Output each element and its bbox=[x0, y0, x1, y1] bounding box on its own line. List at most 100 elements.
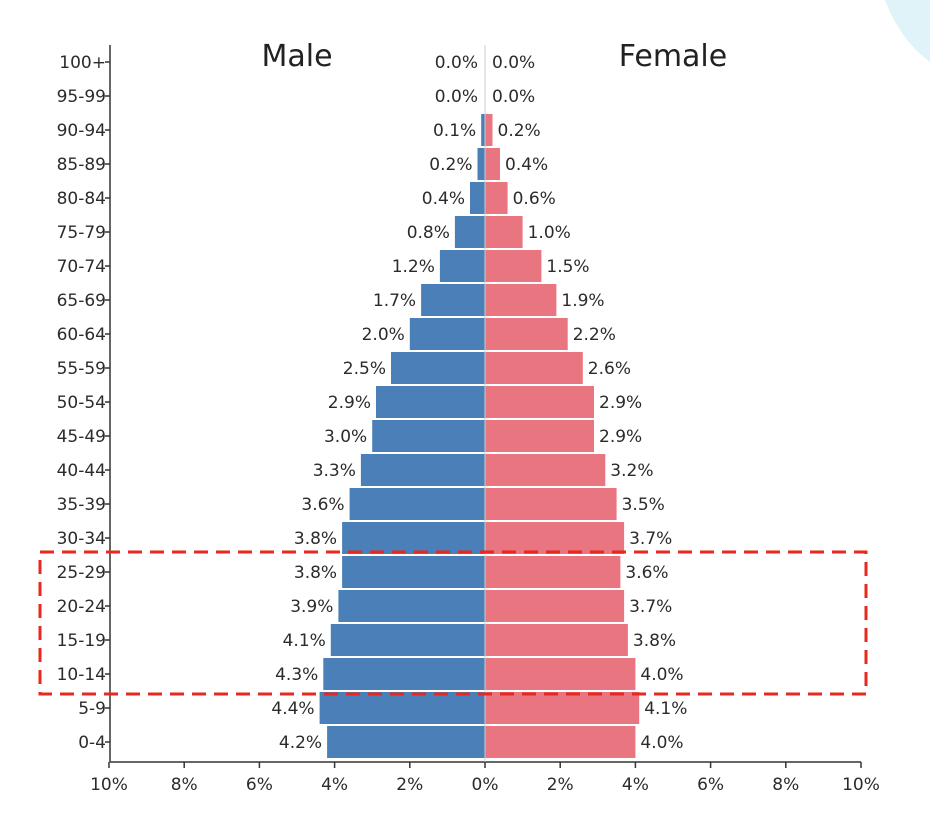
female-bar-35-39 bbox=[485, 488, 617, 520]
bars-group bbox=[319, 114, 640, 758]
male-bar-15-19 bbox=[330, 624, 485, 656]
male-value-label: 0.8% bbox=[407, 223, 450, 243]
y-tick-label: 70-74 bbox=[57, 257, 106, 277]
y-tick-label: 55-59 bbox=[57, 359, 106, 379]
male-bar-40-44 bbox=[360, 454, 485, 486]
female-value-label: 4.0% bbox=[640, 665, 683, 685]
x-tick-label: 0% bbox=[472, 775, 499, 795]
male-bar-85-89 bbox=[477, 148, 485, 180]
male-value-label: 0.4% bbox=[422, 189, 465, 209]
male-title: Male bbox=[261, 39, 332, 74]
male-bar-25-29 bbox=[342, 556, 485, 588]
y-tick-label: 5-9 bbox=[78, 699, 106, 719]
female-bar-20-24 bbox=[485, 590, 625, 622]
y-tick-label: 60-64 bbox=[57, 325, 106, 345]
male-value-label: 4.2% bbox=[279, 733, 322, 753]
female-value-label: 4.1% bbox=[644, 699, 687, 719]
male-value-label: 1.2% bbox=[392, 257, 435, 277]
x-tick-label: 2% bbox=[547, 775, 574, 795]
male-bar-10-14 bbox=[323, 658, 485, 690]
male-bar-90-94 bbox=[481, 114, 485, 146]
female-bar-60-64 bbox=[485, 318, 568, 350]
male-value-label: 3.3% bbox=[313, 461, 356, 481]
x-tick-label: 4% bbox=[321, 775, 348, 795]
male-value-label: 4.4% bbox=[271, 699, 314, 719]
male-bar-5-9 bbox=[319, 692, 485, 724]
x-tick-label: 2% bbox=[396, 775, 423, 795]
y-tick-label: 85-89 bbox=[57, 155, 106, 175]
male-value-label: 0.0% bbox=[435, 87, 478, 107]
x-tick-label: 10% bbox=[842, 775, 880, 795]
male-bar-0-4 bbox=[327, 726, 485, 758]
male-value-label: 3.0% bbox=[324, 427, 367, 447]
female-bar-45-49 bbox=[485, 420, 594, 452]
female-value-label: 1.5% bbox=[546, 257, 589, 277]
y-tick-label: 75-79 bbox=[57, 223, 106, 243]
male-bar-60-64 bbox=[409, 318, 485, 350]
male-bar-75-79 bbox=[454, 216, 485, 248]
female-value-label: 0.0% bbox=[492, 87, 535, 107]
female-value-label: 2.6% bbox=[588, 359, 631, 379]
y-tick-label: 40-44 bbox=[57, 461, 106, 481]
y-tick-label: 95-99 bbox=[57, 87, 106, 107]
axes-group bbox=[105, 45, 862, 768]
female-value-label: 3.6% bbox=[625, 563, 668, 583]
x-tick-label: 10% bbox=[90, 775, 128, 795]
male-value-label: 1.7% bbox=[373, 291, 416, 311]
female-bar-25-29 bbox=[485, 556, 621, 588]
female-value-label: 3.7% bbox=[629, 597, 672, 617]
male-value-label: 0.0% bbox=[435, 53, 478, 73]
male-value-label: 0.1% bbox=[433, 121, 476, 141]
female-bar-10-14 bbox=[485, 658, 636, 690]
female-value-label: 3.8% bbox=[633, 631, 676, 651]
labels-group: 0.0% 0.0% 100+ 0.0% 0.0% 95-99 0.1% 0.2% 90-94 0.… bbox=[57, 53, 880, 795]
female-value-label: 3.5% bbox=[622, 495, 665, 515]
male-bar-20-24 bbox=[338, 590, 485, 622]
female-title: Female bbox=[619, 39, 727, 74]
female-bar-90-94 bbox=[485, 114, 493, 146]
female-bar-50-54 bbox=[485, 386, 594, 418]
female-value-label: 0.6% bbox=[513, 189, 556, 209]
y-tick-label: 45-49 bbox=[57, 427, 106, 447]
y-tick-label: 0-4 bbox=[78, 733, 106, 753]
female-bar-85-89 bbox=[485, 148, 500, 180]
female-bar-5-9 bbox=[485, 692, 640, 724]
female-value-label: 3.7% bbox=[629, 529, 672, 549]
male-bar-45-49 bbox=[372, 420, 485, 452]
corner-decoration bbox=[885, 0, 930, 62]
female-bar-65-69 bbox=[485, 284, 557, 316]
male-value-label: 4.3% bbox=[275, 665, 318, 685]
female-bar-80-84 bbox=[485, 182, 508, 214]
male-value-label: 4.1% bbox=[283, 631, 326, 651]
male-value-label: 3.9% bbox=[290, 597, 333, 617]
y-tick-label: 10-14 bbox=[57, 665, 106, 685]
y-tick-label: 100+ bbox=[59, 53, 106, 73]
x-tick-label: 8% bbox=[772, 775, 799, 795]
female-bar-70-74 bbox=[485, 250, 542, 282]
female-value-label: 1.9% bbox=[561, 291, 604, 311]
male-bar-50-54 bbox=[376, 386, 485, 418]
female-bar-75-79 bbox=[485, 216, 523, 248]
female-bar-0-4 bbox=[485, 726, 636, 758]
y-tick-label: 20-24 bbox=[57, 597, 106, 617]
female-bar-55-59 bbox=[485, 352, 583, 384]
y-tick-label: 35-39 bbox=[57, 495, 106, 515]
male-bar-65-69 bbox=[421, 284, 485, 316]
male-value-label: 3.8% bbox=[294, 529, 337, 549]
male-bar-80-84 bbox=[470, 182, 485, 214]
male-value-label: 2.5% bbox=[343, 359, 386, 379]
y-tick-label: 50-54 bbox=[57, 393, 106, 413]
female-value-label: 2.9% bbox=[599, 427, 642, 447]
female-value-label: 0.4% bbox=[505, 155, 548, 175]
male-value-label: 3.6% bbox=[301, 495, 344, 515]
x-tick-label: 8% bbox=[171, 775, 198, 795]
female-value-label: 1.0% bbox=[528, 223, 571, 243]
x-tick-label: 4% bbox=[622, 775, 649, 795]
x-tick-label: 6% bbox=[697, 775, 724, 795]
y-tick-label: 25-29 bbox=[57, 563, 106, 583]
male-bar-35-39 bbox=[349, 488, 485, 520]
female-value-label: 0.0% bbox=[492, 53, 535, 73]
female-bar-15-19 bbox=[485, 624, 628, 656]
y-tick-label: 30-34 bbox=[57, 529, 106, 549]
